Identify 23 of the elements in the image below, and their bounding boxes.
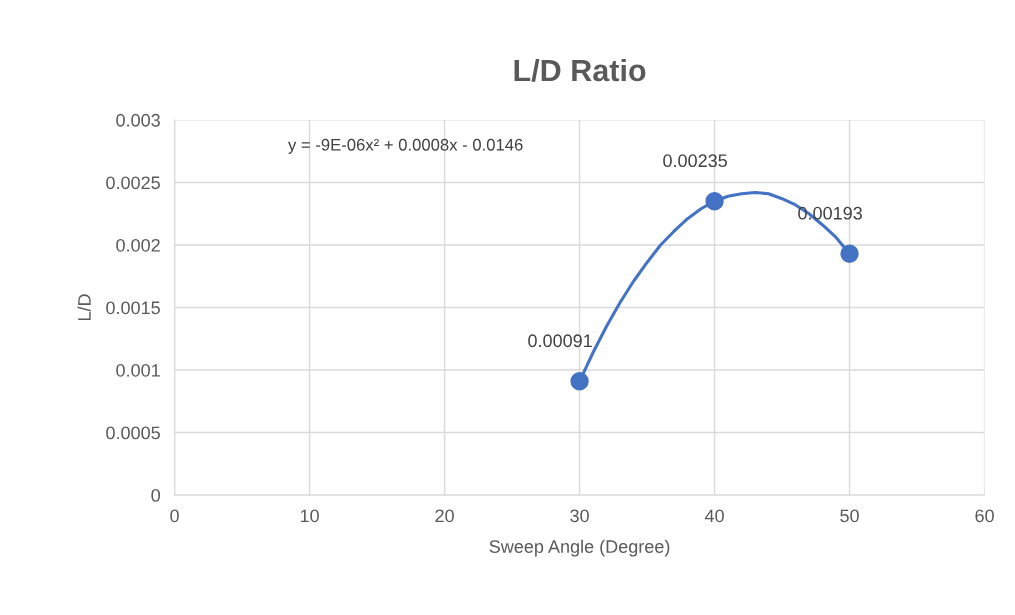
x-tick-label: 40	[704, 509, 724, 523]
x-tick-label: 50	[840, 509, 859, 523]
x-axis-title: Sweep Angle (Degree)	[489, 539, 670, 557]
y-tick-label: 0.0015	[106, 301, 160, 315]
y-tick-label: 0.002	[116, 238, 160, 252]
y-tick-label: 0.001	[116, 363, 160, 377]
data-label: 0.00235	[663, 154, 727, 168]
point	[570, 372, 589, 391]
x-tick-label: 30	[570, 509, 589, 523]
y-tick-label: 0.003	[116, 113, 160, 127]
x-tick-label: 0	[170, 509, 179, 523]
y-axis-title: L/D	[77, 294, 91, 321]
x-tick-label: 20	[435, 509, 454, 523]
chart-title: L/D Ratio	[514, 58, 646, 82]
annotation: y = -9E-06x² + 0.0008x - 0.0146	[288, 138, 523, 154]
data-label: 0.00091	[528, 334, 592, 348]
y-tick-label: 0.0005	[106, 426, 160, 440]
point	[840, 244, 859, 263]
y-tick-label: 0.0025	[106, 176, 160, 190]
x-tick-label: 10	[300, 509, 319, 523]
point	[705, 192, 724, 211]
x-tick-label: 60	[975, 509, 994, 523]
y-tick-label: 0	[151, 489, 160, 502]
